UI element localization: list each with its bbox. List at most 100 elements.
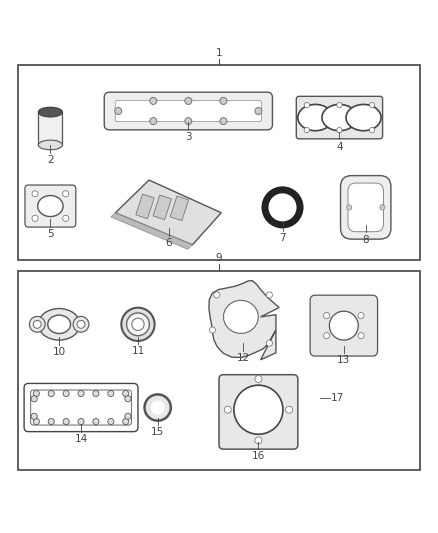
Text: 10: 10	[53, 347, 66, 357]
Circle shape	[150, 98, 157, 104]
Circle shape	[31, 413, 37, 419]
Bar	[18, 65, 420, 260]
Text: 8: 8	[362, 235, 369, 245]
Text: 17: 17	[331, 393, 344, 403]
Circle shape	[108, 391, 114, 397]
Circle shape	[185, 98, 192, 104]
Circle shape	[255, 108, 262, 115]
Circle shape	[77, 320, 85, 328]
Circle shape	[255, 376, 262, 383]
Circle shape	[108, 418, 114, 425]
Circle shape	[48, 418, 54, 425]
Circle shape	[78, 418, 84, 425]
Circle shape	[63, 215, 69, 221]
Bar	[18, 271, 420, 470]
Ellipse shape	[39, 140, 63, 150]
Polygon shape	[224, 300, 258, 334]
Circle shape	[132, 318, 144, 330]
Circle shape	[370, 127, 375, 133]
Circle shape	[346, 205, 352, 210]
Circle shape	[224, 406, 231, 413]
Circle shape	[31, 395, 37, 402]
Circle shape	[255, 437, 262, 444]
Circle shape	[185, 118, 192, 125]
Circle shape	[150, 118, 157, 125]
Circle shape	[151, 400, 165, 415]
Text: 3: 3	[185, 132, 192, 142]
Text: 4: 4	[336, 142, 343, 152]
Circle shape	[32, 215, 38, 221]
Text: 13: 13	[337, 356, 350, 366]
Polygon shape	[170, 196, 189, 221]
Text: 12: 12	[237, 353, 250, 363]
Circle shape	[358, 312, 364, 319]
Ellipse shape	[38, 196, 63, 216]
FancyBboxPatch shape	[31, 390, 131, 425]
Circle shape	[329, 311, 358, 340]
Circle shape	[63, 191, 69, 197]
Ellipse shape	[39, 309, 80, 340]
Polygon shape	[209, 281, 279, 360]
Circle shape	[33, 320, 41, 328]
Circle shape	[63, 418, 69, 425]
Circle shape	[220, 98, 227, 104]
Circle shape	[125, 413, 131, 419]
Ellipse shape	[48, 315, 71, 334]
FancyBboxPatch shape	[340, 175, 391, 239]
Circle shape	[358, 333, 364, 339]
Circle shape	[73, 317, 89, 332]
Circle shape	[33, 391, 39, 397]
Circle shape	[370, 102, 375, 108]
Circle shape	[214, 292, 220, 298]
Circle shape	[33, 418, 39, 425]
Circle shape	[286, 406, 293, 413]
Circle shape	[123, 391, 129, 397]
FancyBboxPatch shape	[296, 96, 382, 139]
FancyBboxPatch shape	[24, 383, 138, 432]
FancyBboxPatch shape	[104, 92, 272, 130]
Circle shape	[337, 102, 342, 108]
Circle shape	[304, 102, 309, 108]
Polygon shape	[115, 180, 221, 245]
Bar	[39, 112, 63, 145]
Circle shape	[93, 418, 99, 425]
FancyBboxPatch shape	[25, 185, 76, 227]
Text: 11: 11	[131, 346, 145, 356]
Text: 9: 9	[215, 253, 223, 263]
Circle shape	[121, 308, 155, 341]
Circle shape	[337, 127, 342, 133]
Text: 14: 14	[74, 434, 88, 444]
Circle shape	[266, 292, 272, 298]
Circle shape	[261, 187, 304, 229]
Text: 15: 15	[151, 427, 164, 437]
Circle shape	[32, 191, 38, 197]
FancyBboxPatch shape	[310, 295, 378, 356]
Circle shape	[48, 391, 54, 397]
Circle shape	[145, 394, 171, 421]
Circle shape	[324, 333, 330, 339]
Ellipse shape	[322, 104, 357, 131]
Text: 7: 7	[279, 233, 286, 243]
Circle shape	[234, 385, 283, 434]
Polygon shape	[111, 213, 192, 249]
Circle shape	[304, 127, 309, 133]
Polygon shape	[153, 195, 171, 220]
Circle shape	[266, 340, 272, 346]
Circle shape	[29, 317, 45, 332]
Circle shape	[78, 391, 84, 397]
Text: 5: 5	[47, 229, 54, 239]
Text: 1: 1	[215, 47, 223, 58]
Circle shape	[380, 205, 385, 210]
Circle shape	[63, 391, 69, 397]
Ellipse shape	[298, 104, 333, 131]
Text: 16: 16	[252, 451, 265, 462]
Ellipse shape	[346, 104, 381, 131]
Circle shape	[209, 327, 215, 333]
FancyBboxPatch shape	[115, 101, 261, 122]
Circle shape	[115, 108, 122, 115]
Circle shape	[127, 313, 149, 336]
Circle shape	[123, 418, 129, 425]
Text: 6: 6	[165, 238, 172, 248]
Circle shape	[324, 312, 330, 319]
Polygon shape	[136, 194, 154, 219]
